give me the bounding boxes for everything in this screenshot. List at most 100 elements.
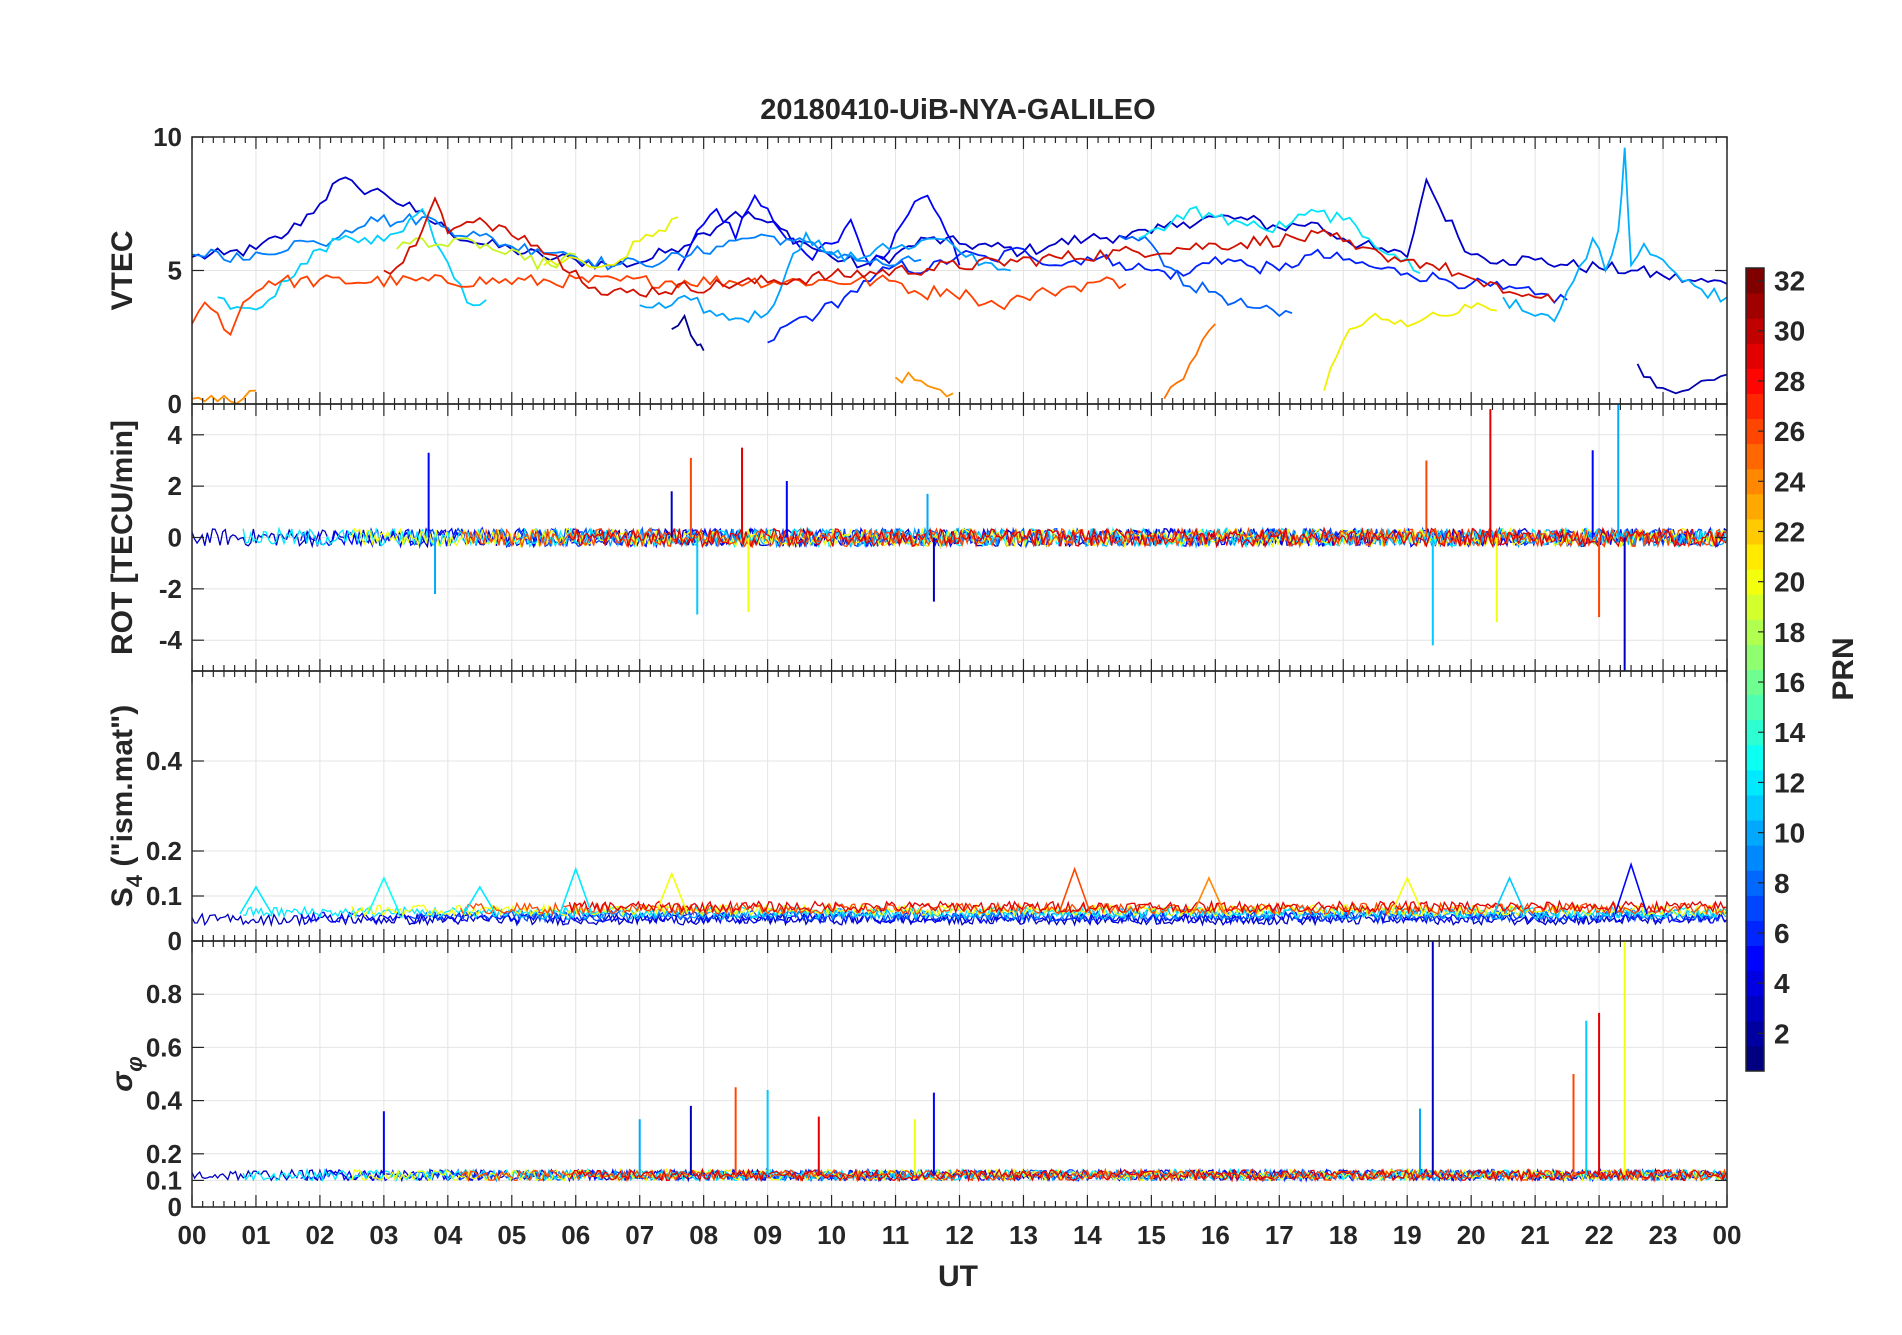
vtec-series-line-prn-9 xyxy=(192,212,922,271)
x-tick-label: 16 xyxy=(1201,1220,1230,1250)
x-tick-label: 09 xyxy=(753,1220,782,1250)
vtec-series-line-prn-20 xyxy=(543,216,679,269)
s4-peak xyxy=(1492,876,1527,915)
colorbar-segment xyxy=(1746,493,1764,520)
vtec-panel: 0 5 10 VTEC xyxy=(106,122,1728,419)
s4-peak xyxy=(1057,866,1092,915)
x-tick-label: 15 xyxy=(1137,1220,1166,1250)
rot-y-tick-label: 4 xyxy=(168,420,183,450)
vtec-series-line-prn-12 xyxy=(217,207,487,311)
rot-trace-prn-29 xyxy=(568,526,1727,549)
x-tick-label: 19 xyxy=(1393,1220,1422,1250)
s4-peak xyxy=(1192,876,1226,915)
sigma_phi-y-tick-label: 0.4 xyxy=(146,1086,183,1116)
sigma_phi-y-tick-label: 0.6 xyxy=(146,1032,182,1062)
colorbar-tick-label: 30 xyxy=(1774,316,1805,347)
vtec-series-line-prn-19 xyxy=(396,237,576,271)
s4-y-tick-label: 0.2 xyxy=(146,836,182,866)
colorbar-tick-label: 2 xyxy=(1774,1018,1790,1049)
x-tick-label: 04 xyxy=(433,1220,462,1250)
s4-trace-prn-29 xyxy=(568,899,1726,915)
x-tick-label: 02 xyxy=(305,1220,334,1250)
sigma_phi-panel: 00.10.2 0.4 0.6 0.8 σφ 00 01 02 03 04 05 06 07 08 09 10… xyxy=(106,940,1741,1250)
sigma_phi-y-tick-label: 0.1 xyxy=(146,1165,182,1195)
x-tick-label: 12 xyxy=(945,1220,974,1250)
colorbar-segment xyxy=(1746,995,1764,1022)
colorbar-tick-label: 14 xyxy=(1774,717,1806,748)
vtec-data xyxy=(192,147,1727,404)
x-tick-label: 14 xyxy=(1073,1220,1102,1250)
colorbar-tick-label: 24 xyxy=(1774,466,1806,497)
rot-y-axis-label: ROT [TECU/min] xyxy=(106,420,139,655)
colorbar-tick-label: 18 xyxy=(1774,617,1805,648)
colorbar-segment xyxy=(1746,318,1764,344)
colorbar-segment xyxy=(1746,1020,1764,1047)
sigma_phi-data xyxy=(192,941,1727,1183)
s4-y-tick-label: 0.1 xyxy=(146,881,182,911)
x-tick-label: 18 xyxy=(1329,1220,1358,1250)
sigma_phi-y-tick-label: 0.8 xyxy=(146,979,182,1009)
sigma_phi-y-tick-label: 0.2 xyxy=(146,1139,182,1169)
colorbar-segment xyxy=(1746,268,1764,294)
colorbar-segment xyxy=(1746,820,1764,846)
s4-peak xyxy=(239,885,273,915)
vtec-y-tick-label: 5 xyxy=(168,256,182,286)
colorbar-segment xyxy=(1746,694,1764,721)
x-tick-label: 23 xyxy=(1649,1220,1678,1250)
s4-y-tick-label: 0 xyxy=(168,926,182,956)
colorbar-segment xyxy=(1746,644,1764,670)
x-axis-label: UT xyxy=(938,1260,978,1293)
sigma_phi-y-axis-label: σφ xyxy=(106,1056,147,1091)
vtec-series-line-prn-26 xyxy=(192,273,1127,337)
x-tick-label: 03 xyxy=(369,1220,398,1250)
sigma_phi-y-tick-label: 0 xyxy=(168,1192,182,1222)
colorbar-segment xyxy=(1746,945,1764,972)
colorbar-segment xyxy=(1746,870,1764,896)
s4-y-axis-label-sub: 4 xyxy=(122,874,147,887)
vtec-y-tick-label: 10 xyxy=(153,122,182,152)
x-tick-label: 01 xyxy=(241,1220,270,1250)
x-tick-label: 17 xyxy=(1265,1220,1294,1250)
vtec-series-line-prn-10 xyxy=(639,230,1011,324)
sigma_phi-y-axis-label-sub: φ xyxy=(122,1056,147,1071)
x-tick-label: 10 xyxy=(817,1220,846,1250)
vtec-series-line-prn-2 xyxy=(1636,363,1727,395)
vtec-y-axis-label: VTEC xyxy=(106,230,139,310)
s4-peak xyxy=(559,866,593,915)
colorbar-segment xyxy=(1746,569,1764,595)
x-tick-label: 22 xyxy=(1585,1220,1614,1250)
s4-y-tick-label: 0.4 xyxy=(146,746,183,776)
vtec-series-line-prn-6 xyxy=(767,246,1568,344)
x-tick-label: 11 xyxy=(882,1220,910,1250)
x-tick-label: 08 xyxy=(689,1220,718,1250)
vtec-series-line-prn-24 xyxy=(1163,323,1216,400)
x-tick-label: 20 xyxy=(1457,1220,1486,1250)
rot-y-tick-label: 2 xyxy=(168,471,182,501)
colorbar-segment xyxy=(1746,895,1764,921)
colorbar-tick-label: 8 xyxy=(1774,868,1790,899)
vtec-series-line-prn-8 xyxy=(1118,235,1293,318)
x-tick-label: 00 xyxy=(178,1220,207,1250)
colorbar-segment xyxy=(1746,845,1764,871)
s4-y-axis-label-rest: ("ism.mat") xyxy=(106,705,139,875)
colorbar-segment xyxy=(1746,719,1764,746)
vtec-series-line-prn-11 xyxy=(1502,147,1727,323)
s4-peak xyxy=(463,885,497,915)
colorbar-tick-label: 20 xyxy=(1774,567,1805,598)
colorbar-tick-label: 6 xyxy=(1774,918,1790,949)
colorbar-segment xyxy=(1746,293,1764,319)
colorbar-segment xyxy=(1746,769,1764,796)
rot-y-tick-label: 0 xyxy=(168,523,182,553)
colorbar-segment xyxy=(1746,744,1764,771)
x-tick-label: 13 xyxy=(1009,1220,1038,1250)
vtec-series-line-prn-1 xyxy=(671,313,705,352)
s4-peak xyxy=(654,871,689,915)
colorbar-segment xyxy=(1746,393,1764,420)
vtec-series-line-prn-5 xyxy=(677,193,961,271)
colorbar-label: PRN xyxy=(1827,637,1860,700)
colorbar-segment xyxy=(1746,544,1764,570)
